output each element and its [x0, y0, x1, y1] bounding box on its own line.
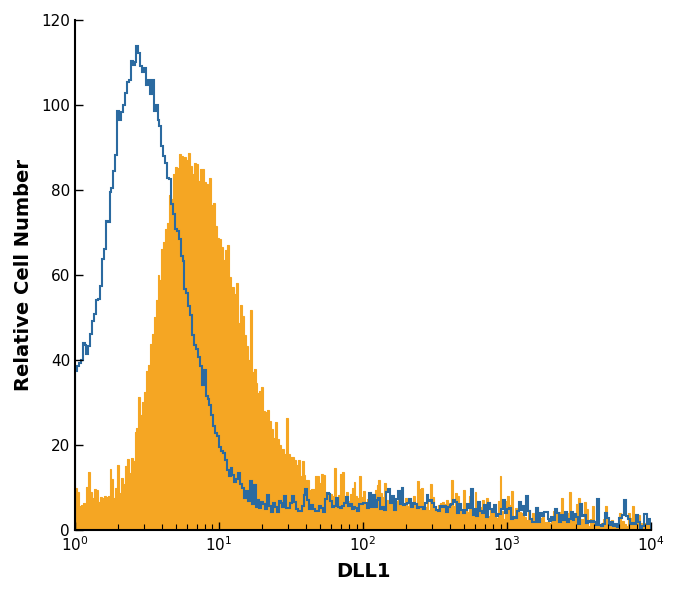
X-axis label: DLL1: DLL1	[336, 562, 390, 581]
Y-axis label: Relative Cell Number: Relative Cell Number	[14, 159, 33, 391]
